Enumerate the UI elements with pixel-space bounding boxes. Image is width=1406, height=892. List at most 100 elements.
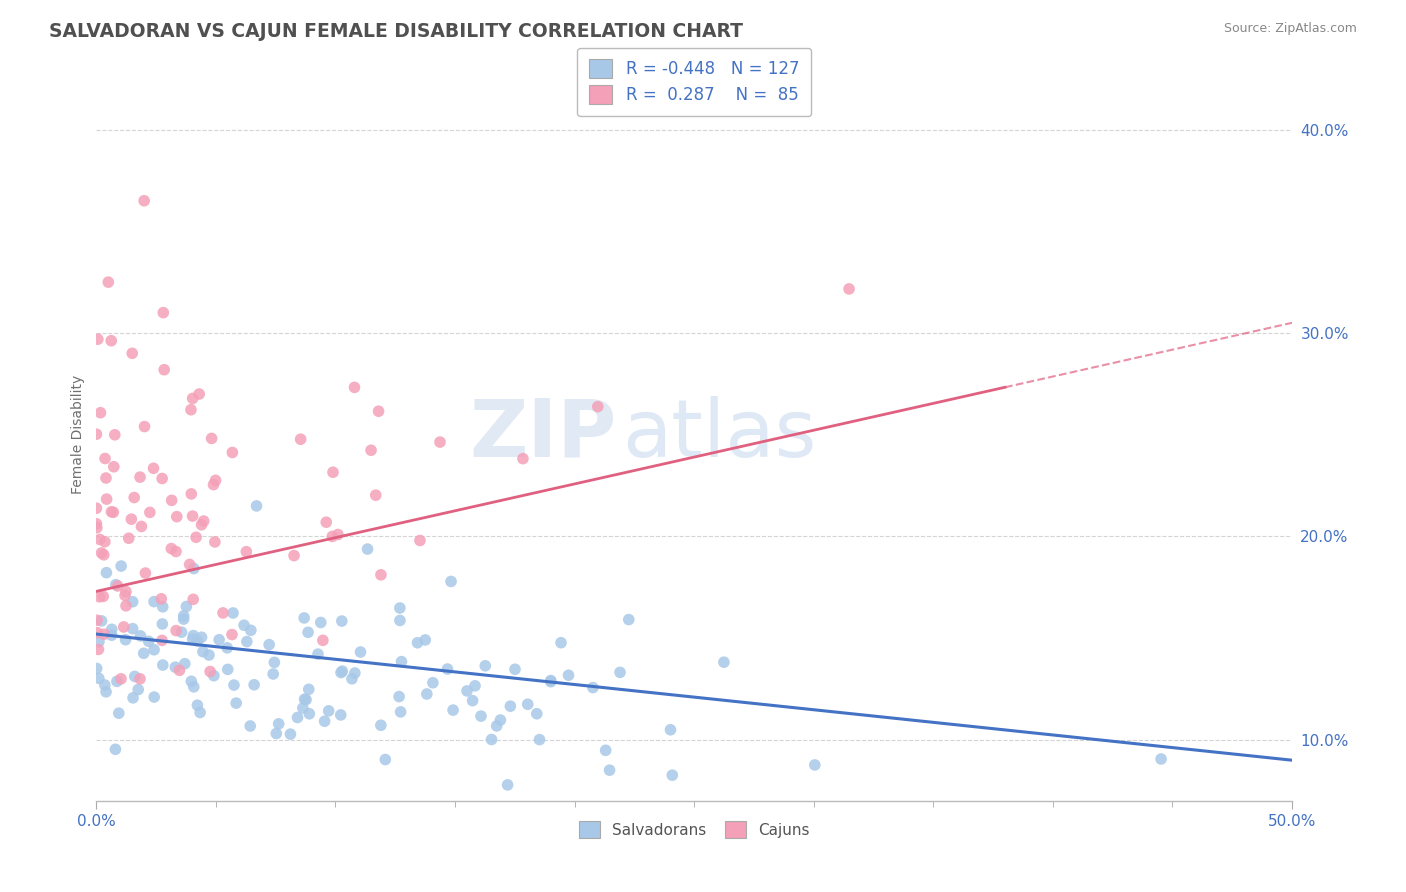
- Point: [540, 674, 562, 689]
- Point: [110, 559, 132, 574]
- Point: [134, 566, 156, 580]
- Point: [436, 662, 458, 676]
- Text: Source: ZipAtlas.com: Source: ZipAtlas.com: [1223, 22, 1357, 36]
- Point: [181, 509, 204, 524]
- Point: [243, 678, 266, 692]
- Point: [503, 662, 526, 676]
- Point: [183, 680, 205, 694]
- Point: [202, 477, 225, 491]
- Point: [349, 645, 371, 659]
- Point: [595, 743, 617, 757]
- Point: [139, 505, 162, 519]
- Point: [315, 515, 337, 529]
- Point: [143, 642, 166, 657]
- Point: [409, 533, 432, 548]
- Point: [180, 674, 202, 689]
- Point: [291, 701, 314, 715]
- Point: [112, 620, 135, 634]
- Point: [263, 656, 285, 670]
- Point: [165, 624, 187, 638]
- Point: [121, 346, 143, 360]
- Point: [222, 606, 245, 620]
- Point: [86, 427, 108, 442]
- Point: [364, 488, 387, 502]
- Point: [90, 546, 112, 560]
- Point: [360, 443, 382, 458]
- Point: [659, 723, 682, 737]
- Point: [94, 451, 117, 466]
- Point: [287, 710, 309, 724]
- Point: [121, 622, 143, 636]
- Point: [134, 419, 156, 434]
- Point: [496, 778, 519, 792]
- Point: [322, 465, 344, 479]
- Point: [298, 682, 321, 697]
- Point: [87, 671, 110, 685]
- Point: [166, 509, 188, 524]
- Point: [115, 599, 138, 613]
- Point: [160, 493, 183, 508]
- Point: [485, 719, 508, 733]
- Point: [173, 608, 195, 623]
- Point: [104, 427, 127, 442]
- Point: [127, 682, 149, 697]
- Point: [181, 392, 204, 406]
- Point: [257, 638, 280, 652]
- Point: [340, 672, 363, 686]
- Point: [370, 567, 392, 582]
- Text: ZIP: ZIP: [470, 396, 616, 474]
- Point: [221, 445, 243, 459]
- Point: [202, 669, 225, 683]
- Point: [470, 709, 492, 723]
- Point: [329, 708, 352, 723]
- Point: [165, 544, 187, 558]
- Point: [93, 627, 115, 641]
- Point: [343, 380, 366, 394]
- Point: [124, 669, 146, 683]
- Point: [97, 275, 120, 289]
- Point: [143, 690, 166, 704]
- Point: [160, 541, 183, 556]
- Point: [169, 663, 191, 677]
- Point: [388, 601, 411, 615]
- Point: [262, 667, 284, 681]
- Point: [173, 612, 195, 626]
- Point: [294, 692, 316, 706]
- Point: [292, 611, 315, 625]
- Point: [114, 632, 136, 647]
- Point: [176, 599, 198, 614]
- Point: [557, 668, 579, 682]
- Point: [617, 613, 640, 627]
- Point: [86, 661, 108, 675]
- Point: [129, 672, 152, 686]
- Point: [217, 662, 239, 676]
- Point: [114, 588, 136, 602]
- Point: [267, 716, 290, 731]
- Point: [388, 614, 411, 628]
- Y-axis label: Female Disability: Female Disability: [72, 375, 86, 494]
- Point: [440, 574, 463, 589]
- Point: [150, 633, 173, 648]
- Point: [391, 655, 413, 669]
- Point: [150, 471, 173, 485]
- Point: [204, 474, 226, 488]
- Point: [280, 727, 302, 741]
- Point: [143, 594, 166, 608]
- Point: [86, 501, 108, 516]
- Point: [225, 696, 247, 710]
- Point: [609, 665, 631, 680]
- Point: [186, 634, 208, 648]
- Point: [188, 387, 211, 401]
- Point: [115, 584, 138, 599]
- Point: [295, 692, 318, 706]
- Point: [221, 627, 243, 641]
- Point: [297, 625, 319, 640]
- Point: [96, 492, 118, 507]
- Point: [312, 633, 335, 648]
- Point: [309, 615, 332, 630]
- Point: [208, 632, 231, 647]
- Point: [87, 642, 110, 657]
- Text: atlas: atlas: [623, 396, 817, 474]
- Point: [222, 678, 245, 692]
- Point: [179, 558, 201, 572]
